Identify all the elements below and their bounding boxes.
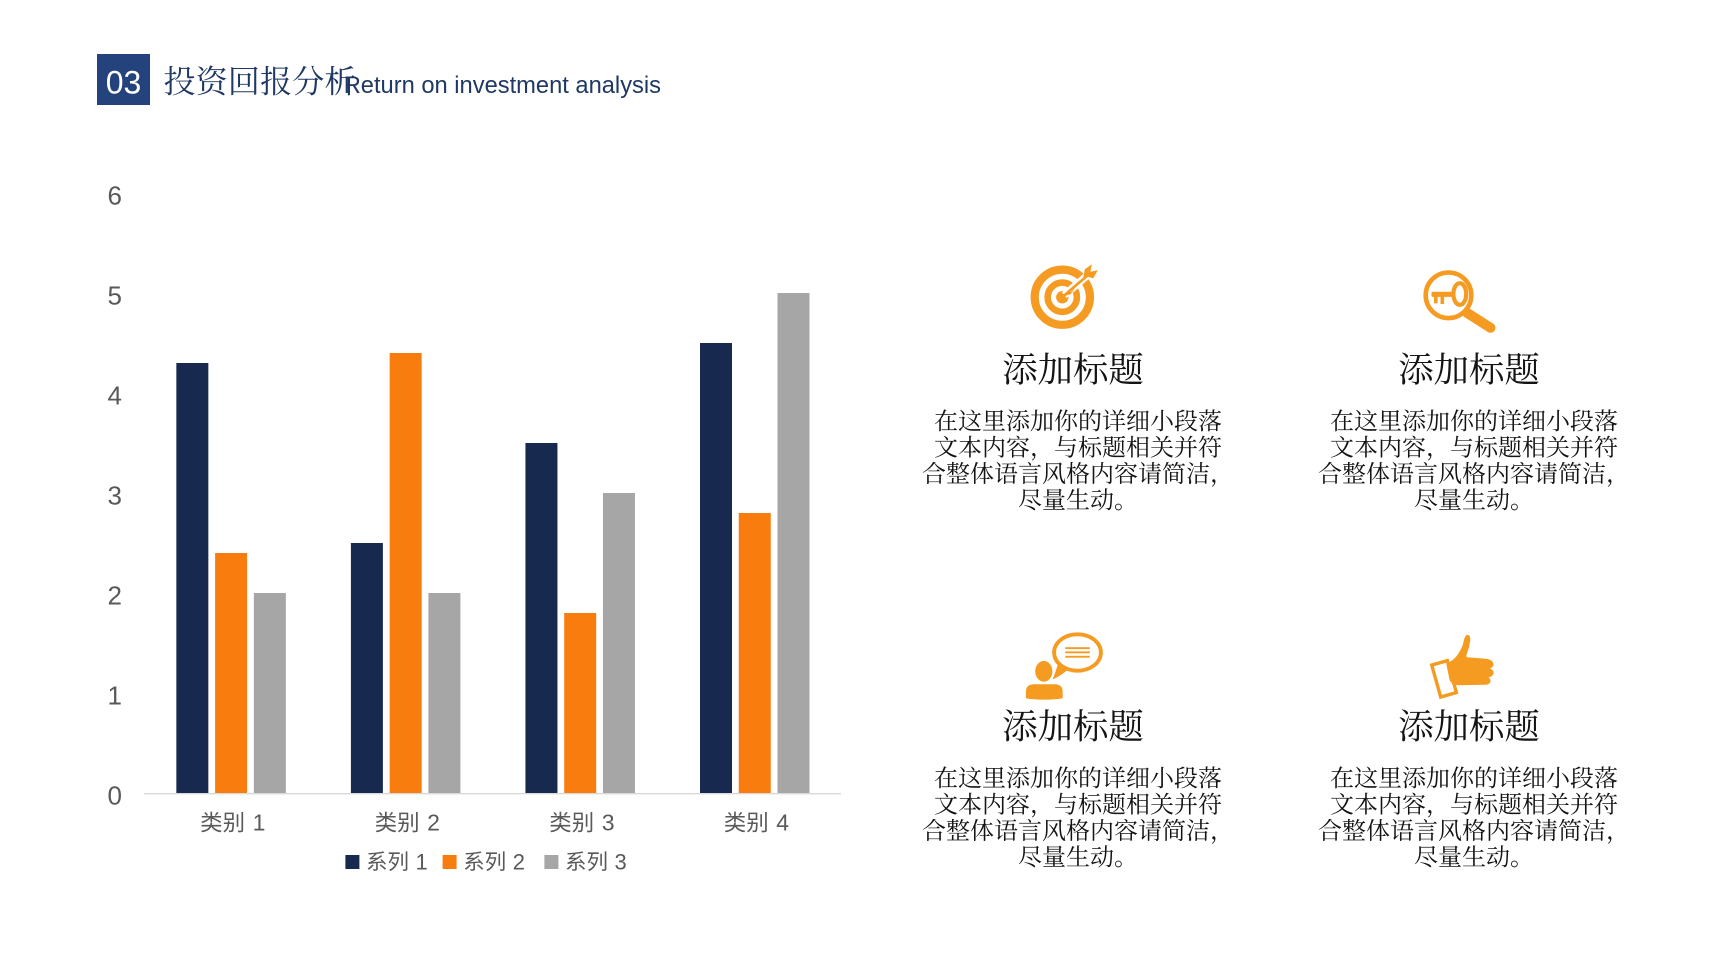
svg-text:0: 0 [108,780,122,810]
svg-text:2: 2 [513,849,525,874]
svg-text:1: 1 [108,680,122,710]
svg-text:3: 3 [615,849,627,874]
svg-text:2: 2 [427,810,440,836]
svg-text:4: 4 [776,810,789,836]
svg-text:1: 1 [253,810,266,836]
svg-text:5: 5 [108,280,122,310]
svg-text:Return on investment analysis: Return on investment analysis [344,73,661,99]
svg-text:4: 4 [108,380,122,410]
svg-text:1: 1 [416,849,428,874]
svg-text:3: 3 [602,810,615,836]
svg-text:2: 2 [108,580,122,610]
svg-text:3: 3 [108,480,122,510]
svg-text:03: 03 [106,65,142,101]
svg-text:6: 6 [108,180,122,210]
